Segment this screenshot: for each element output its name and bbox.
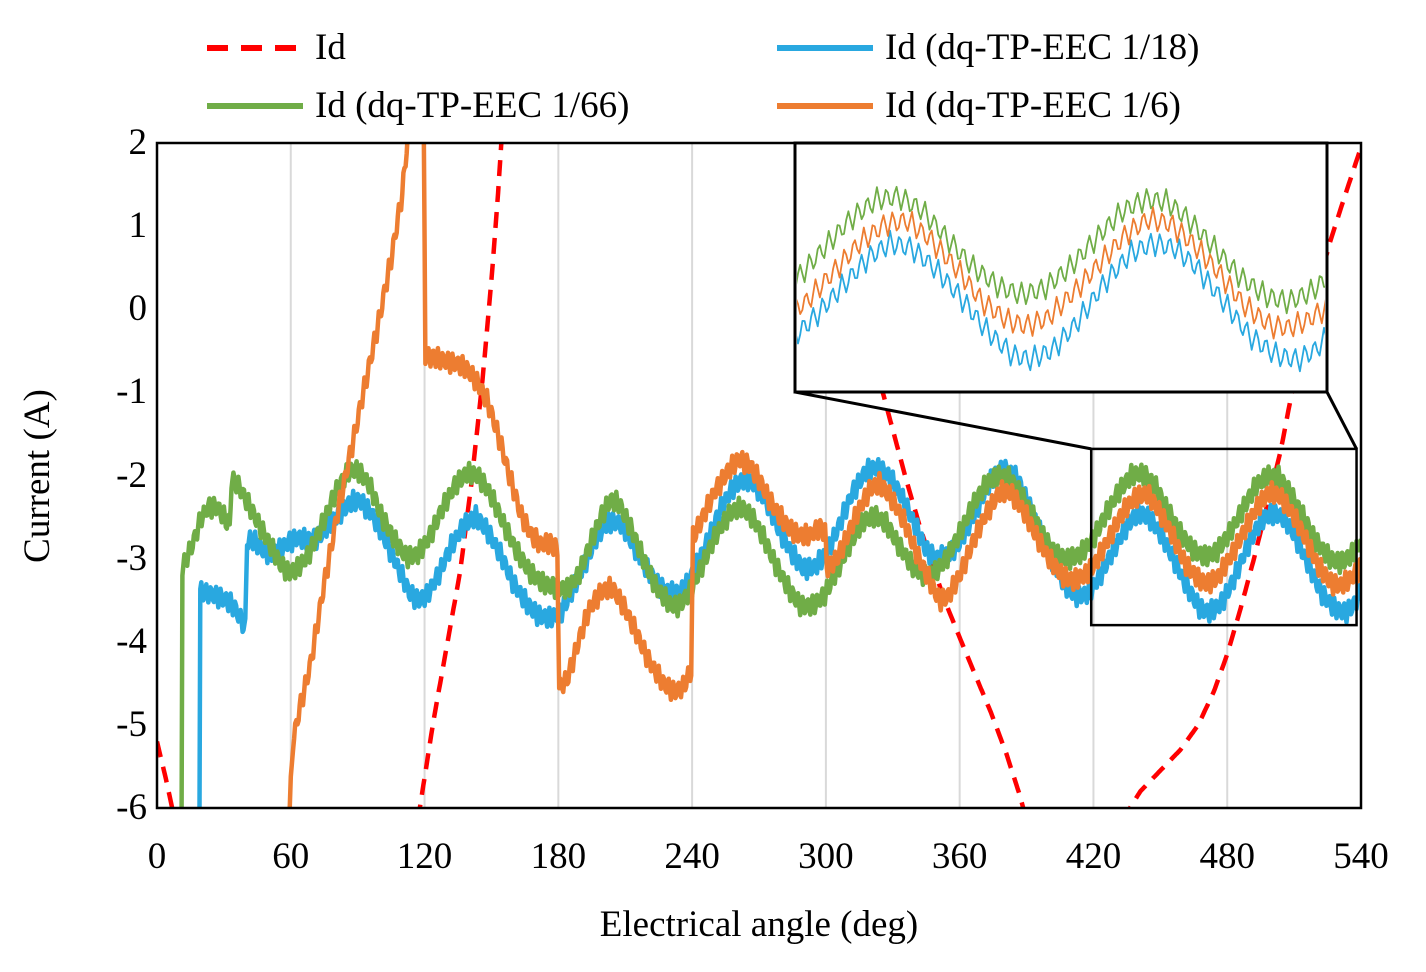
series-id-dq-tp-eec-1-18- [197, 456, 1361, 808]
x-tick-label: 300 [798, 836, 854, 877]
legend-sample-blue-line [777, 45, 873, 51]
legend-item-id-1-18: Id (dq-TP-EEC 1/18) [775, 26, 1199, 70]
legend-label: Id (dq-TP-EEC 1/66) [315, 85, 630, 126]
series-id [417, 143, 504, 808]
x-tick-label: 180 [530, 836, 587, 877]
legend-label: Id (dq-TP-EEC 1/6) [885, 85, 1181, 126]
x-axis-title: Electrical angle (deg) [599, 904, 919, 945]
inset-series-id-dq-tp-eec-1-18- [797, 229, 1325, 373]
y-tick-label: -6 [116, 787, 147, 828]
inset-series-id-dq-tp-eec-1-6- [797, 206, 1325, 340]
y-tick-label: -3 [116, 537, 147, 579]
zoom-connector-right [1325, 391, 1358, 450]
legend-item-id: Id [205, 26, 346, 70]
x-tick-label: 240 [664, 836, 720, 877]
x-tick-label: 60 [272, 836, 310, 877]
x-tick-label: 360 [931, 836, 988, 877]
legend-item-id-1-66: Id (dq-TP-EEC 1/66) [205, 84, 629, 128]
legend-sample-red-dashed-line [207, 45, 303, 51]
plot-border [155, 141, 1363, 810]
legend-sample-orange-line [777, 103, 873, 109]
x-tick-label: 0 [147, 836, 167, 877]
legend-sample-green-line [207, 103, 303, 109]
y-tick-label: -5 [116, 703, 147, 745]
y-tick-label: -2 [116, 454, 147, 496]
zoom-connector-left [794, 390, 1092, 451]
series-id-dq-tp-eec-1-66- [179, 459, 1361, 808]
legend-label: Id [315, 27, 346, 68]
inset-series-id-dq-tp-eec-1-66- [797, 185, 1325, 315]
x-tick-label: 120 [396, 836, 453, 877]
y-axis-title: Current (A) [17, 389, 58, 563]
legend-item-id-1-6: Id (dq-TP-EEC 1/6) [775, 84, 1181, 128]
legend-label: Id (dq-TP-EEC 1/18) [885, 27, 1200, 68]
y-tick-label: 0 [128, 288, 148, 330]
y-tick-label: 1 [128, 205, 148, 247]
y-tick-label: 2 [128, 122, 148, 163]
series-id [157, 740, 175, 808]
series-id [863, 333, 1026, 808]
x-tick-label: 420 [1065, 836, 1122, 877]
series-id [1127, 146, 1361, 808]
x-tick-label: 540 [1333, 836, 1389, 877]
zoom-source-rect [1089, 447, 1358, 627]
y-tick-label: -4 [116, 620, 147, 662]
series-id-dq-tp-eec-1-6- [287, 143, 1361, 808]
y-tick-label: -1 [116, 371, 147, 413]
x-tick-label: 480 [1199, 836, 1255, 877]
